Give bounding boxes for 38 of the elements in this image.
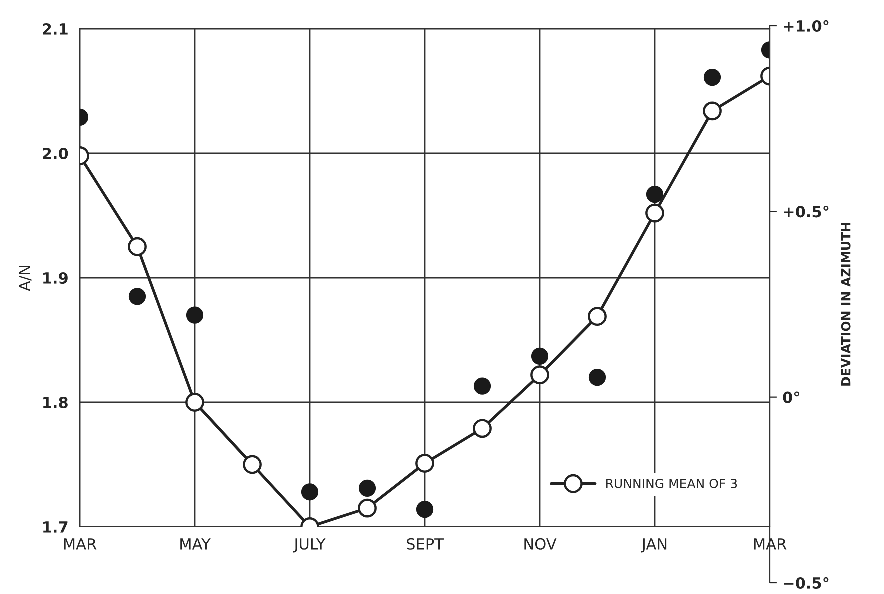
point <box>128 237 147 256</box>
point <box>301 484 319 501</box>
y-tick-label: 1.8 <box>44 396 68 409</box>
y2-tick-label: −0.5° <box>784 577 829 590</box>
x-tick-label: NOV <box>524 538 557 550</box>
point <box>416 501 434 518</box>
point <box>531 348 549 365</box>
point <box>646 186 664 204</box>
legend-label: RUNNING MEAN OF 3 <box>606 478 738 488</box>
y-tick-label: 2.1 <box>43 23 68 35</box>
y-tick-label: 1.9 <box>44 272 68 284</box>
point <box>358 480 376 497</box>
point <box>186 306 204 324</box>
point <box>704 69 722 86</box>
point <box>416 454 434 473</box>
y-tick-label: 1.7 <box>44 522 68 533</box>
point <box>588 307 607 326</box>
x-tick-label: MAR <box>64 538 97 550</box>
point <box>588 369 606 386</box>
point <box>358 498 377 518</box>
x-tick-label: JULY <box>293 538 326 553</box>
point <box>243 455 262 474</box>
y-axis-title: A/N <box>19 266 32 292</box>
y2-tick-label: +0.5° <box>784 206 829 218</box>
y2-tick-label: 0° <box>783 392 800 404</box>
point <box>530 366 550 385</box>
x-tick-label: SEPT <box>407 538 444 550</box>
y2-tick-label: +1.0° <box>784 20 829 32</box>
y2-axis-title: DEVIATION IN AZIMUTH <box>841 223 851 386</box>
y-tick-label: 2.0 <box>43 148 68 160</box>
x-tick-label: MAY <box>180 538 211 550</box>
point <box>646 204 664 223</box>
point <box>473 419 492 438</box>
point <box>186 393 204 412</box>
point <box>128 288 146 306</box>
x-tick-label: JAN <box>641 538 667 553</box>
point <box>474 378 492 395</box>
point <box>703 102 722 121</box>
